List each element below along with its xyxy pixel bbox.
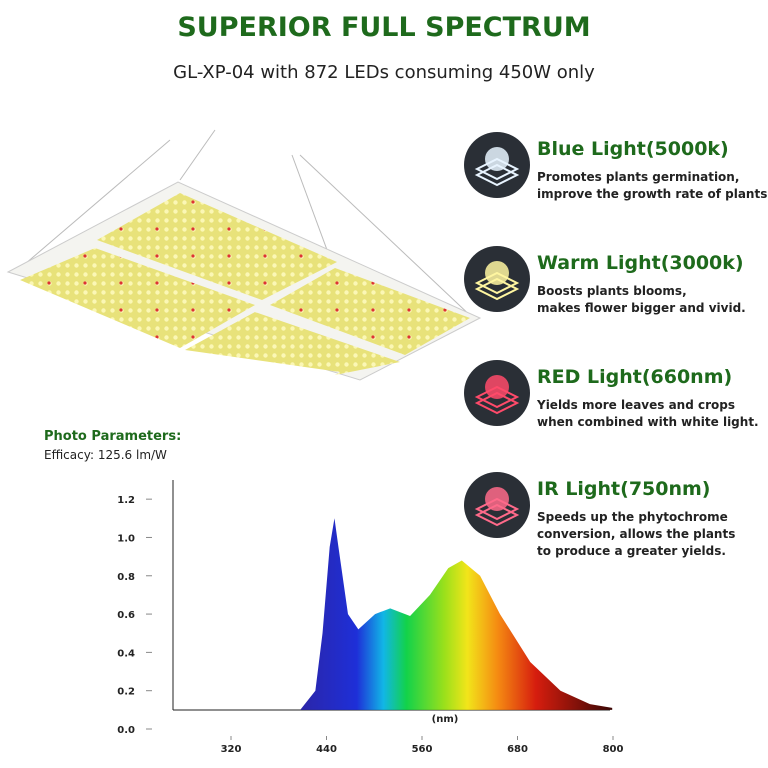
feature-description: improve the growth rate of plants. [537, 187, 768, 201]
icon-layer [474, 391, 520, 415]
lamp-illustration [6, 129, 482, 381]
icon-layer [474, 271, 520, 295]
icon-layer [474, 497, 520, 521]
x-tick-label: 680 [507, 744, 528, 755]
feature-description: to produce a greater yields. [537, 544, 726, 558]
feature-description: Boosts plants blooms, [537, 284, 687, 298]
title: SUPERIOR FULL SPECTRUM [177, 12, 590, 43]
x-tick-label: 800 [603, 744, 624, 755]
icon-layer [474, 277, 520, 301]
feature-description: makes flower bigger and vivid. [537, 301, 746, 315]
efficacy: Efficacy: 125.6 lm/W [44, 448, 167, 462]
x-tick-label: 560 [412, 744, 433, 755]
feature-description: Yields more leaves and crops [536, 398, 735, 412]
feature-description: when combined with white light. [537, 415, 759, 429]
y-tick-label: 1.2 [117, 495, 135, 506]
feature-title: Warm Light(3000k) [537, 252, 744, 274]
feature-title: Blue Light(5000k) [537, 138, 729, 160]
feature-title: RED Light(660nm) [537, 366, 732, 388]
icon-layer [474, 385, 520, 409]
x-tick-label: 320 [221, 744, 242, 755]
y-tick-label: 1.0 [117, 533, 135, 544]
x-axis-label: (nm) [432, 714, 459, 725]
icon-layer [474, 503, 520, 527]
feature-description: conversion, allows the plants [537, 527, 735, 541]
feature-title: IR Light(750nm) [537, 478, 711, 500]
subtitle: GL-XP-04 with 872 LEDs consuming 450W on… [173, 62, 595, 83]
y-tick-label: 0.8 [117, 572, 135, 583]
y-tick-label: 0.0 [117, 725, 135, 736]
params-title: Photo Parameters: [44, 429, 181, 444]
y-tick-label: 0.6 [117, 610, 135, 621]
icon-layer [474, 157, 520, 181]
y-tick-label: 0.2 [117, 687, 135, 698]
spectrum-area [231, 518, 613, 710]
x-tick-label: 440 [316, 744, 337, 755]
icon-layer [474, 163, 520, 187]
y-tick-label: 0.4 [117, 648, 135, 659]
feature-description: Promotes plants germination, [537, 170, 739, 184]
feature-description: Speeds up the phytochrome [537, 510, 728, 524]
